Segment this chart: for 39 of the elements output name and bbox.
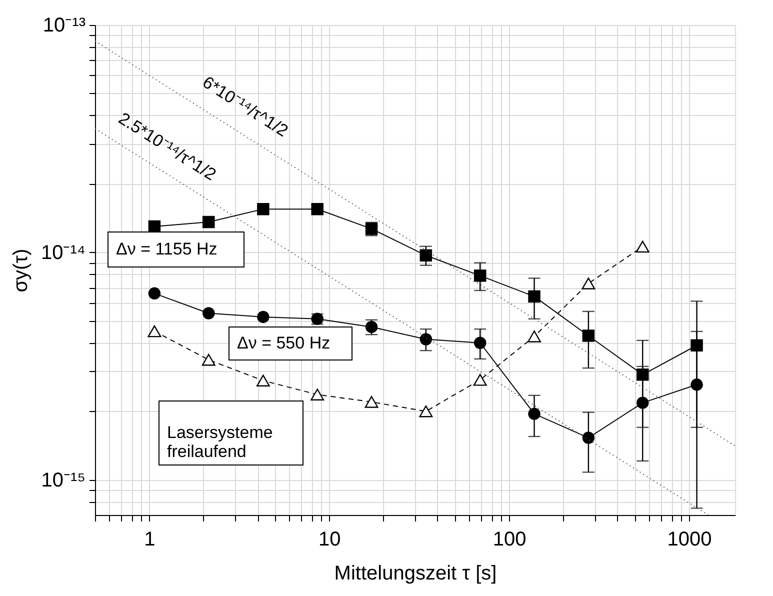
point [256,374,270,386]
point [528,408,540,420]
point [364,396,378,408]
point [474,336,486,349]
point [310,388,324,400]
point [202,216,215,228]
x-tick-label: 10 [318,528,341,550]
x-axis-title: Mittelungszeit τ [s] [334,562,497,584]
x-tick-label: 1000 [667,528,712,550]
point [419,405,433,418]
annotation: Δν = 550 Hz [237,334,330,352]
annotation: Δν = 1155 Hz [116,240,218,258]
point [474,270,486,282]
point [420,249,432,262]
point [582,432,595,444]
point [528,330,541,342]
point [257,310,270,324]
point [636,240,650,253]
point [257,202,270,216]
point [582,278,596,290]
y-axis-title: σy(τ) [10,248,32,292]
point [528,290,540,303]
point [582,330,595,342]
point [636,396,649,409]
point [148,287,161,300]
point [420,333,432,346]
y-tick-label: 10⁻¹³ [42,14,86,36]
point [202,354,216,366]
x-tick-label: 1 [144,528,156,550]
point [690,378,703,391]
point [148,325,162,338]
point [473,374,487,386]
y-tick-label: 10⁻¹⁵ [41,469,86,492]
x-tick-label: 100 [492,528,526,550]
annotation: Lasersysteme freilaufend [167,423,273,461]
point [202,307,215,320]
point [636,368,649,381]
y-tick-label: 10⁻¹⁴ [41,242,86,264]
point [311,202,324,216]
